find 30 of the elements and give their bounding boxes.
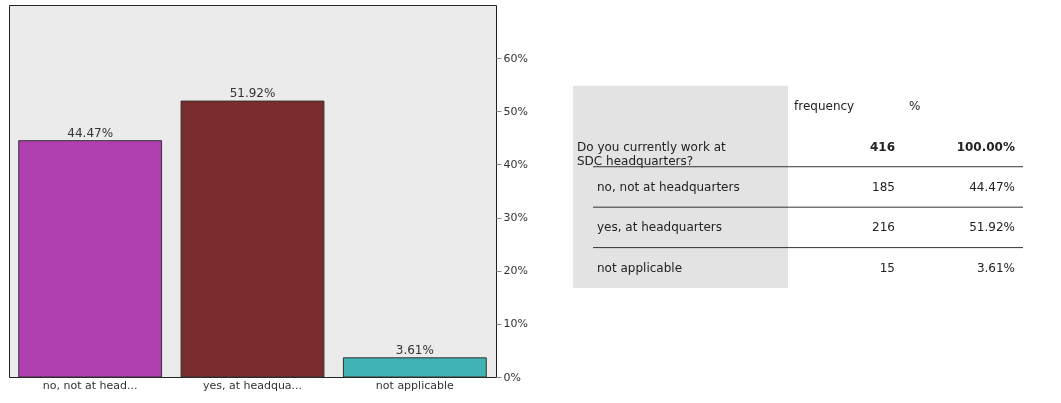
text: 416 [869, 139, 895, 154]
text: frequency [794, 99, 855, 114]
y-tick-label: 60% [503, 51, 528, 65]
text: 216 [872, 220, 895, 235]
text: 15 [879, 260, 895, 275]
data-label: 44.47% [67, 125, 114, 140]
y-tick-label: 20% [503, 264, 528, 278]
x-tick-label: not applicable [375, 378, 455, 392]
data-label: 51.92% [229, 86, 276, 101]
bar [180, 100, 325, 378]
y-tick-label: 50% [503, 104, 528, 118]
y-tick-label: 10% [503, 317, 528, 331]
y-tick-label: 40% [503, 157, 528, 171]
y-tick-label: 30% [503, 211, 528, 225]
text: 51.92% [969, 220, 1015, 235]
text: yes, at headquarters [597, 220, 722, 235]
text: Do you currently work at SDC headquarters? [577, 139, 727, 168]
text: 44.47% [969, 179, 1015, 194]
text: not applicable [597, 260, 683, 275]
text: 3.61% [976, 260, 1015, 275]
bar [342, 357, 487, 378]
data-label: 3.61% [395, 342, 434, 357]
text: % [909, 99, 921, 114]
y-tick-label: 0% [503, 370, 521, 384]
text: 100.00% [956, 139, 1015, 154]
text: no, not at headquarters [597, 179, 740, 194]
x-tick-label: no, not at head... [42, 378, 138, 392]
bar [18, 140, 163, 378]
text: 185 [872, 179, 895, 194]
x-tick-label: yes, at headqua... [202, 378, 303, 392]
